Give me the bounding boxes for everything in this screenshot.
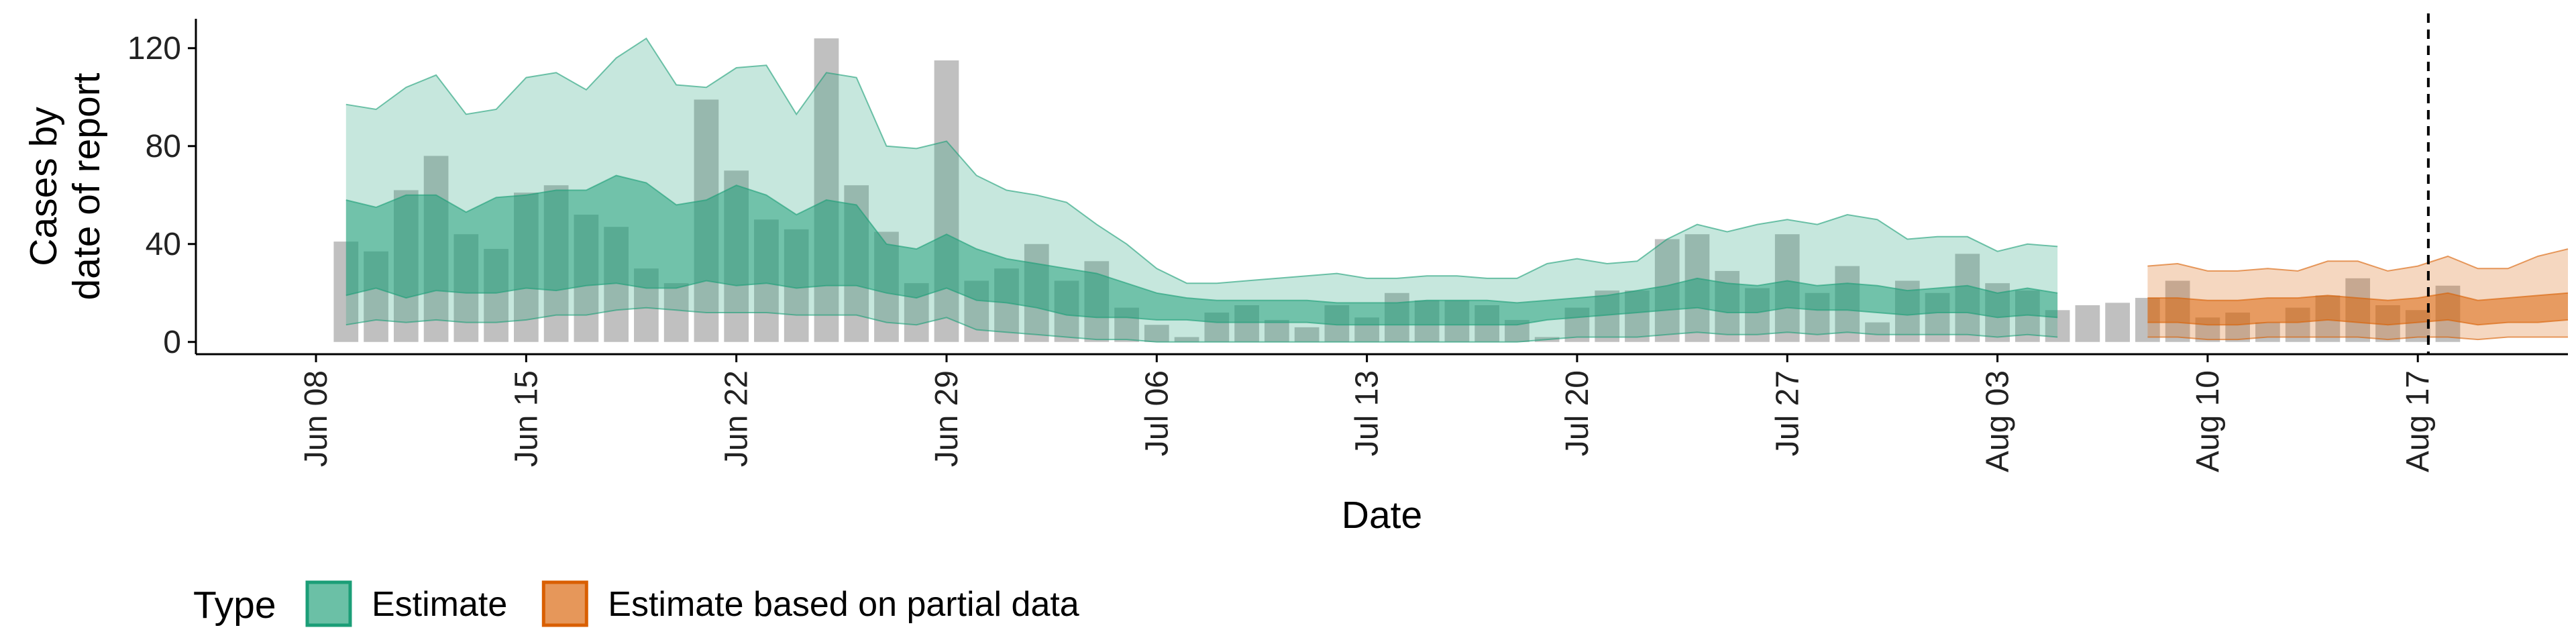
reported-case-bar bbox=[934, 60, 959, 342]
partial-band-edge bbox=[2147, 248, 2569, 272]
estimate-50-band bbox=[345, 175, 2058, 325]
reported-case-bar bbox=[1865, 322, 1890, 342]
legend-title: Type bbox=[193, 584, 276, 627]
y-axis-title: Cases bydate of report bbox=[22, 72, 108, 300]
x-tick-label: Jun 15 bbox=[508, 370, 544, 467]
legend-label-partial: Estimate based on partial data bbox=[608, 585, 1079, 624]
x-tick-label: Aug 17 bbox=[2400, 370, 2436, 472]
y-tick-label: 120 bbox=[127, 31, 181, 66]
legend: Type Estimate Estimate based on partial d… bbox=[193, 580, 1079, 627]
partial-band-edge bbox=[2147, 292, 2569, 301]
estimate-band-edge bbox=[345, 37, 2058, 284]
x-tick-label: Aug 10 bbox=[2190, 370, 2226, 472]
y-tick-label: 0 bbox=[163, 325, 181, 360]
estimate-band-edge bbox=[345, 280, 2058, 326]
axes: 0 40 80 120 Jun 08 Jun 15 Jun 22 Jun 29 Jul 06 Ju… bbox=[127, 19, 2568, 472]
x-tick-label: Jul 20 bbox=[1560, 370, 1595, 456]
x-tick-label: Jul 13 bbox=[1350, 370, 1385, 456]
y-tick-label: 40 bbox=[146, 227, 181, 262]
x-tick-label: Jun 08 bbox=[299, 370, 334, 467]
reported-case-bar bbox=[2105, 303, 2130, 342]
legend-swatch-partial bbox=[541, 580, 588, 627]
estimate-band-edge bbox=[345, 174, 2058, 304]
partial-band-edge bbox=[2147, 336, 2568, 341]
reported-case-bar bbox=[2255, 322, 2280, 342]
y-axis-title-line: date of report bbox=[65, 72, 108, 300]
reported-case-bar bbox=[1264, 319, 1289, 342]
y-tick-label: 80 bbox=[146, 129, 181, 164]
reported-case-bar bbox=[663, 283, 689, 342]
x-tick-label: Jun 22 bbox=[719, 370, 755, 467]
reported-case-bar bbox=[1144, 325, 1169, 342]
y-axis-title-line: Cases by bbox=[22, 107, 65, 266]
reported-case-bar bbox=[1294, 327, 1320, 342]
estimate-ribbons bbox=[345, 37, 2569, 343]
x-tick-label: Aug 03 bbox=[1980, 370, 2016, 472]
legend-swatch-estimate bbox=[305, 580, 352, 627]
x-tick-label: Jun 29 bbox=[929, 370, 965, 467]
partial-50-band bbox=[2147, 292, 2568, 325]
reported-case-bar bbox=[814, 38, 839, 342]
partial-90-band bbox=[2147, 249, 2568, 340]
estimate-band-edge bbox=[345, 307, 2058, 343]
legend-label-estimate: Estimate bbox=[372, 585, 507, 624]
x-tick-label: Jul 27 bbox=[1770, 370, 1805, 456]
x-axis-title: Date bbox=[1342, 494, 1422, 537]
partial-band-edge bbox=[2147, 319, 2569, 326]
x-tick-label: Jul 06 bbox=[1139, 370, 1175, 456]
reported-case-bar bbox=[1174, 337, 1199, 342]
reported-case-bar bbox=[2075, 305, 2100, 342]
